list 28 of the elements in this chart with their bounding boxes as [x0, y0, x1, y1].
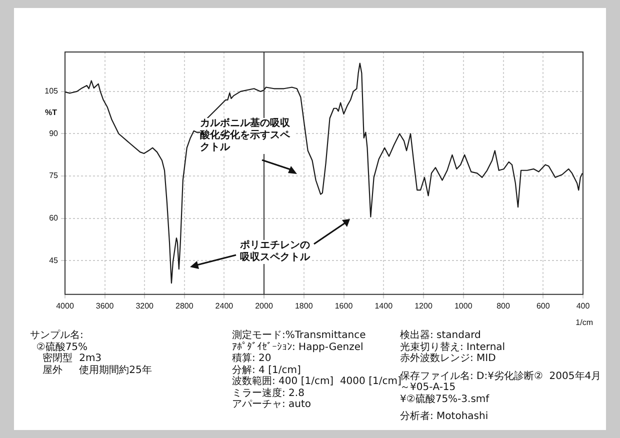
y-tick-label: 75	[49, 171, 59, 180]
x-tick-label: 600	[536, 301, 550, 310]
y-tick-label: 105	[44, 86, 59, 96]
x-tick-label: 4000	[56, 301, 74, 310]
text: 測定モード:%Transmittance ｱﾎﾟﾀﾞｲｾﾞｰｼｮﾝ: Happ-Genzel 積算: 20 分解: 4 [1/cm] 波数範囲: 400 [1/cm] 4000 [1/cm] ミラー速度: 2.8 アパーチャ: auto	[232, 330, 402, 410]
x-tick-label: 1200	[414, 301, 433, 310]
annotation: カルボニル基の吸収酸化劣化を示すスペクトル	[200, 118, 296, 154]
text: 検出器: standard 光束切り替え: Internal 赤外波数レンジ: MID	[400, 330, 506, 364]
x-tick-label: 2400	[215, 301, 234, 310]
y-axis-title: %T	[45, 108, 58, 117]
text: 分析者: Motohashi	[400, 411, 490, 422]
x-tick-label: 1400	[374, 301, 394, 310]
x-tick-label: 400	[576, 301, 590, 310]
y-tick-label: 90	[49, 128, 59, 138]
x-tick-label: 2000	[255, 301, 274, 310]
x-tick-label: 800	[496, 301, 510, 310]
x-tick-label: 1000	[454, 301, 473, 310]
x-tick-label: 1600	[334, 301, 354, 310]
y-tick-label: 60	[49, 214, 59, 222]
x-axis-title: 1/cm	[576, 318, 594, 327]
y-tick-label: 45	[49, 256, 59, 265]
x-tick-label: 1800	[294, 301, 314, 310]
x-tick-label: 3600	[96, 301, 114, 310]
x-tick-label: 2800	[176, 301, 194, 310]
text: 保存ファイル名: D:¥劣化診断② 2005年4月～¥05-A-15 ¥②硫酸75%-3.smf	[400, 370, 602, 405]
x-tick-label: 3200	[136, 301, 154, 310]
text: サンプル名: ②硫酸75% 密閉型 2m3 屋外 使用期間約25年	[30, 330, 153, 376]
annotation: ポリエチレンの吸収スペクトル	[240, 240, 312, 264]
